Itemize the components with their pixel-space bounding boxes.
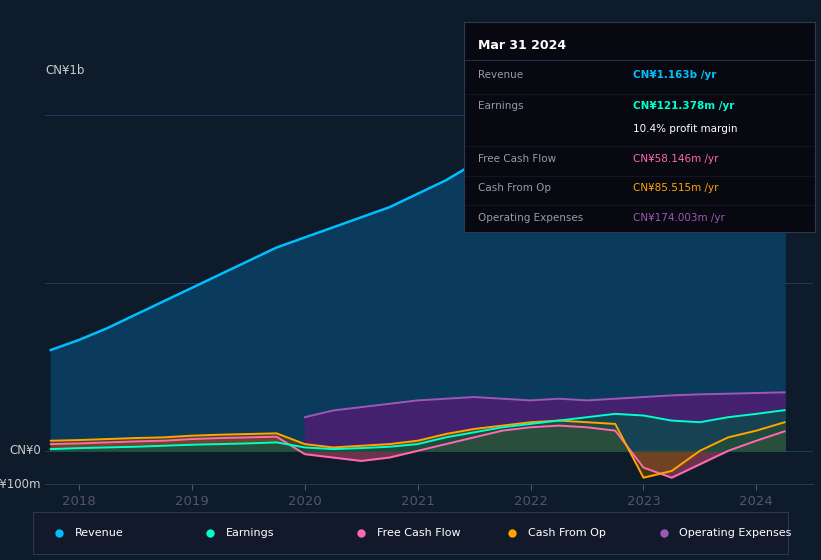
Text: CN¥174.003m /yr: CN¥174.003m /yr bbox=[632, 213, 724, 223]
Text: Revenue: Revenue bbox=[75, 529, 123, 538]
Text: Earnings: Earnings bbox=[226, 529, 274, 538]
Text: Earnings: Earnings bbox=[478, 101, 524, 111]
Text: Mar 31 2024: Mar 31 2024 bbox=[478, 39, 566, 52]
Text: CN¥85.515m /yr: CN¥85.515m /yr bbox=[632, 183, 718, 193]
Text: CN¥0: CN¥0 bbox=[10, 444, 41, 458]
Text: Cash From Op: Cash From Op bbox=[528, 529, 605, 538]
Text: -CN¥100m: -CN¥100m bbox=[0, 478, 41, 491]
Text: Revenue: Revenue bbox=[478, 70, 523, 80]
Text: CN¥121.378m /yr: CN¥121.378m /yr bbox=[632, 101, 734, 111]
Text: Operating Expenses: Operating Expenses bbox=[679, 529, 791, 538]
Text: Free Cash Flow: Free Cash Flow bbox=[478, 154, 556, 164]
Text: 10.4% profit margin: 10.4% profit margin bbox=[632, 124, 737, 134]
Text: CN¥1b: CN¥1b bbox=[45, 64, 85, 77]
Text: Operating Expenses: Operating Expenses bbox=[478, 213, 583, 223]
Text: Free Cash Flow: Free Cash Flow bbox=[377, 529, 460, 538]
Text: Cash From Op: Cash From Op bbox=[478, 183, 551, 193]
Text: CN¥1.163b /yr: CN¥1.163b /yr bbox=[632, 70, 716, 80]
Text: CN¥58.146m /yr: CN¥58.146m /yr bbox=[632, 154, 718, 164]
